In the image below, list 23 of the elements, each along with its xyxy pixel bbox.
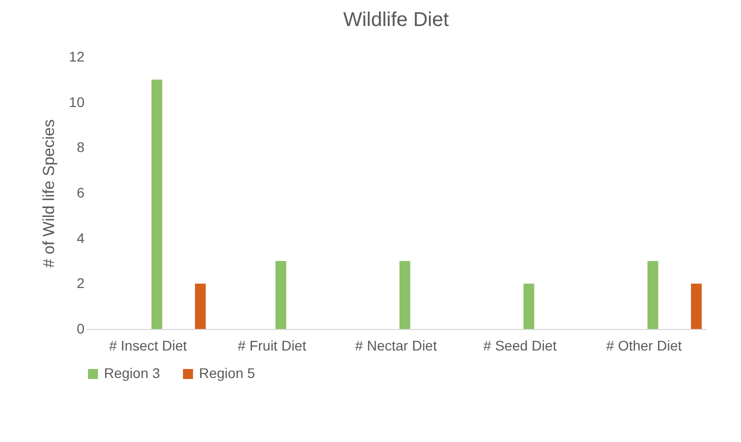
y-tick-label: 6 (76, 184, 85, 200)
y-tick-label: 10 (68, 94, 85, 110)
chart-title: Wildlife Diet (343, 9, 450, 31)
legend-label: Region 5 (199, 365, 256, 381)
bar (690, 284, 702, 329)
x-tick-label: # Insect Diet (109, 338, 188, 354)
bar (151, 80, 162, 329)
y-tick-label: 4 (76, 230, 85, 246)
y-tick-label: 2 (76, 275, 85, 292)
x-tick-label: # Seed Diet (483, 338, 557, 354)
y-tick-label: 12 (68, 48, 85, 64)
x-tick-label: # Nectar Diet (355, 338, 437, 354)
y-tick-label: 8 (76, 139, 85, 156)
bar (523, 284, 534, 329)
x-tick-label: # Fruit Diet (238, 338, 306, 354)
bar (275, 261, 286, 329)
legend-label: Region 3 (104, 365, 160, 381)
bar (194, 284, 206, 329)
y-axis-title: # of Wild life Species (40, 119, 58, 268)
x-tick-label: # Other Diet (606, 338, 682, 354)
bar (399, 261, 410, 329)
y-tick-label: 0 (76, 320, 85, 336)
bar (647, 261, 658, 329)
